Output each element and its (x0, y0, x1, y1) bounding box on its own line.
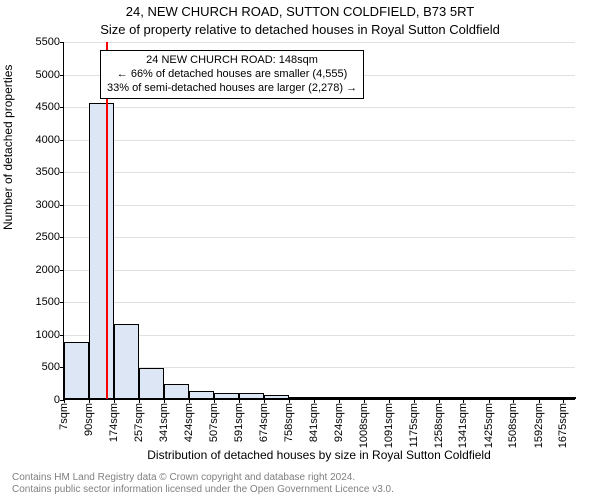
ytick-label: 500 (42, 361, 60, 373)
xtick-label: 1008sqm (358, 403, 370, 448)
x-axis-label: Distribution of detached houses by size … (63, 448, 575, 462)
annotation-line: 33% of semi-detached houses are larger (… (107, 82, 357, 96)
gridline (64, 42, 575, 43)
histogram-bar (489, 397, 514, 399)
xtick-label: 1175sqm (408, 403, 420, 447)
xtick-label: 341sqm (158, 403, 170, 442)
ytick-mark (60, 107, 64, 108)
chart-title-line1: 24, NEW CHURCH ROAD, SUTTON COLDFIELD, B… (0, 4, 600, 19)
xtick-label: 1425sqm (483, 403, 495, 448)
ytick-label: 1500 (36, 296, 60, 308)
ytick-label: 4000 (36, 134, 60, 146)
ytick-label: 2000 (36, 264, 60, 276)
histogram-bar (414, 397, 439, 399)
histogram-bar (264, 395, 289, 399)
histogram-bar (314, 397, 339, 399)
xtick-label: 257sqm (133, 403, 145, 442)
histogram-bar (239, 393, 264, 399)
gridline (64, 107, 575, 108)
ytick-label: 3000 (36, 199, 60, 211)
gridline (64, 140, 575, 141)
histogram-bar (114, 324, 139, 399)
xtick-label: 1091sqm (383, 403, 395, 448)
histogram-bar (563, 397, 576, 399)
ytick-label: 5000 (36, 69, 60, 81)
xtick-label: 507sqm (208, 403, 220, 442)
chart-container: 24, NEW CHURCH ROAD, SUTTON COLDFIELD, B… (0, 0, 600, 500)
gridline (64, 172, 575, 173)
plot-area: 0500100015002000250030003500400045005000… (63, 42, 575, 400)
annotation-box: 24 NEW CHURCH ROAD: 148sqm← 66% of detac… (100, 50, 364, 99)
histogram-bar (539, 397, 564, 399)
ytick-mark (60, 205, 64, 206)
xtick-label: 674sqm (258, 403, 270, 442)
footer-attribution: Contains HM Land Registry data © Crown c… (12, 472, 394, 496)
xtick-label: 7sqm (58, 403, 70, 430)
gridline (64, 335, 575, 336)
gridline (64, 302, 575, 303)
ytick-mark (60, 237, 64, 238)
chart-title-line2: Size of property relative to detached ho… (0, 22, 600, 37)
annotation-line: 24 NEW CHURCH ROAD: 148sqm (107, 54, 357, 68)
xtick-label: 591sqm (233, 403, 245, 442)
histogram-bar (339, 397, 364, 399)
ytick-label: 1000 (36, 329, 60, 341)
ytick-mark (60, 335, 64, 336)
histogram-bar (189, 391, 214, 399)
ytick-mark (60, 140, 64, 141)
y-axis-label: Number of detached properties (1, 65, 15, 230)
ytick-label: 2500 (36, 231, 60, 243)
gridline (64, 205, 575, 206)
xtick-label: 924sqm (333, 403, 345, 442)
histogram-bar (389, 397, 414, 399)
histogram-bar (139, 368, 164, 399)
histogram-bar (64, 342, 89, 399)
gridline (64, 270, 575, 271)
xtick-label: 1258sqm (433, 403, 445, 448)
histogram-bar (214, 393, 239, 399)
histogram-bar (289, 397, 314, 399)
histogram-bar (439, 397, 464, 399)
xtick-label: 90sqm (83, 403, 95, 436)
xtick-label: 758sqm (283, 403, 295, 442)
histogram-bar (164, 384, 189, 399)
xtick-label: 1508sqm (507, 403, 519, 448)
ytick-label: 3500 (36, 166, 60, 178)
annotation-line: ← 66% of detached houses are smaller (4,… (107, 68, 357, 82)
xtick-label: 174sqm (108, 403, 120, 442)
xtick-label: 1675sqm (557, 403, 569, 448)
gridline (64, 237, 575, 238)
ytick-mark (60, 270, 64, 271)
histogram-bar (89, 103, 114, 399)
ytick-label: 4500 (36, 101, 60, 113)
histogram-bar (463, 397, 488, 399)
xtick-label: 1592sqm (533, 403, 545, 448)
xtick-label: 1341sqm (457, 403, 469, 448)
xtick-label: 424sqm (183, 403, 195, 442)
histogram-bar (364, 397, 389, 399)
ytick-mark (60, 302, 64, 303)
ytick-label: 5500 (36, 36, 60, 48)
xtick-label: 841sqm (308, 403, 320, 442)
footer-line2: Contains public sector information licen… (12, 484, 394, 496)
footer-line1: Contains HM Land Registry data © Crown c… (12, 472, 394, 484)
histogram-bar (513, 397, 538, 399)
ytick-mark (60, 42, 64, 43)
ytick-mark (60, 75, 64, 76)
ytick-mark (60, 172, 64, 173)
